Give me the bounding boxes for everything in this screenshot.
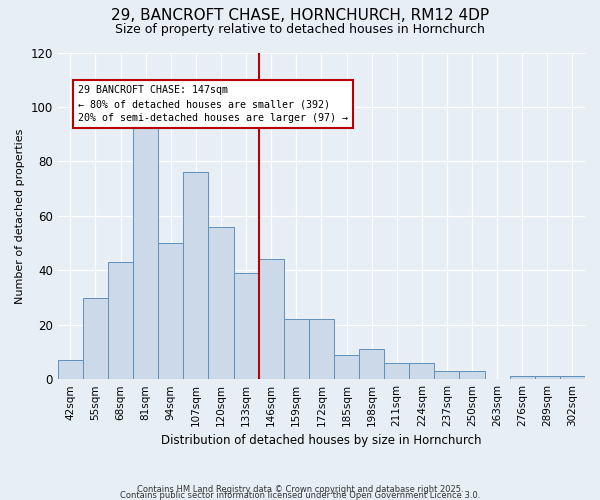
Bar <box>384 363 409 379</box>
Bar <box>184 172 208 379</box>
Bar <box>58 360 83 379</box>
Bar <box>309 320 334 379</box>
Bar <box>334 354 359 379</box>
Bar <box>83 298 108 379</box>
X-axis label: Distribution of detached houses by size in Hornchurch: Distribution of detached houses by size … <box>161 434 482 448</box>
Text: Contains HM Land Registry data © Crown copyright and database right 2025.: Contains HM Land Registry data © Crown c… <box>137 485 463 494</box>
Bar <box>284 320 309 379</box>
Bar <box>409 363 434 379</box>
Bar <box>434 371 460 379</box>
Bar <box>560 376 585 379</box>
Bar <box>208 226 233 379</box>
Bar <box>233 273 259 379</box>
Y-axis label: Number of detached properties: Number of detached properties <box>15 128 25 304</box>
Text: 29, BANCROFT CHASE, HORNCHURCH, RM12 4DP: 29, BANCROFT CHASE, HORNCHURCH, RM12 4DP <box>111 8 489 22</box>
Text: 29 BANCROFT CHASE: 147sqm
← 80% of detached houses are smaller (392)
20% of semi: 29 BANCROFT CHASE: 147sqm ← 80% of detac… <box>78 85 348 123</box>
Bar <box>108 262 133 379</box>
Bar <box>509 376 535 379</box>
Text: Contains public sector information licensed under the Open Government Licence 3.: Contains public sector information licen… <box>120 491 480 500</box>
Text: Size of property relative to detached houses in Hornchurch: Size of property relative to detached ho… <box>115 22 485 36</box>
Bar <box>460 371 485 379</box>
Bar <box>259 260 284 379</box>
Bar <box>133 126 158 379</box>
Bar <box>359 349 384 379</box>
Bar <box>158 243 184 379</box>
Bar <box>535 376 560 379</box>
